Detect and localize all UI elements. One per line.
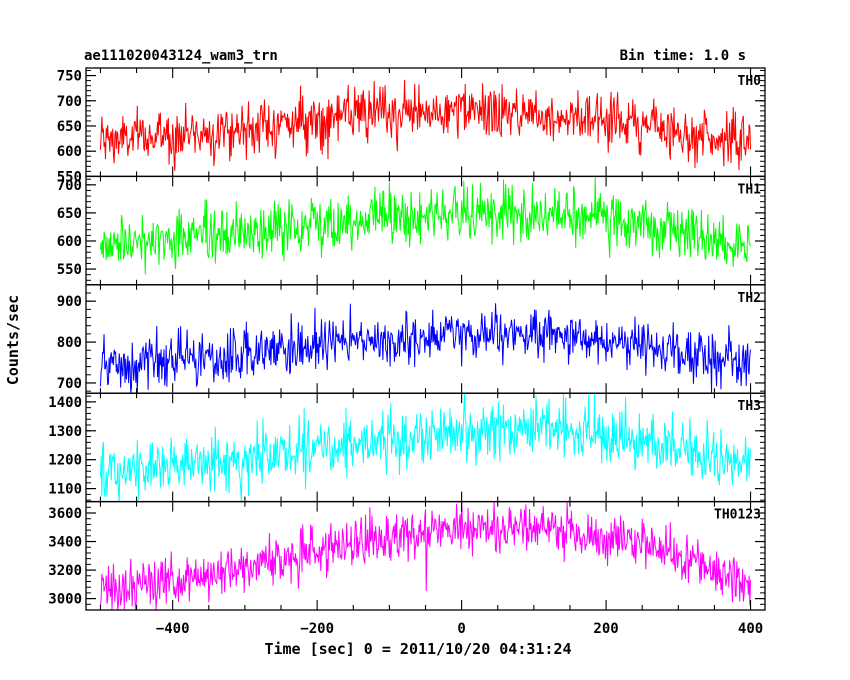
y-tick-label-th0: 750 (57, 69, 82, 85)
y-tick-label-th0123: 3600 (48, 506, 82, 522)
y-tick-label-th0: 650 (57, 119, 82, 135)
panel-label-th2: TH2 (738, 291, 761, 306)
series-line-th2 (99, 303, 752, 394)
y-tick-label-th0: 550 (57, 169, 82, 185)
y-tick-label-th1: 700 (57, 178, 82, 194)
y-tick-label-th2: 800 (57, 335, 82, 351)
bin-time-label: Bin time: 1.0 s (620, 48, 746, 64)
x-axis-title: Time [sec] 0 = 2011/10/20 04:31:24 (264, 640, 571, 658)
x-tick-label: 400 (738, 621, 763, 637)
panel-label-th0: TH0 (738, 74, 762, 89)
y-tick-label-th1: 600 (57, 234, 82, 250)
panel-label-th3: TH3 (738, 399, 761, 414)
y-tick-label-th2: 700 (57, 376, 82, 392)
y-tick-label-th1: 650 (57, 206, 82, 222)
x-tick-label: 200 (593, 621, 618, 637)
panel-th1: 550 600 650 700 TH1 (57, 175, 766, 286)
series-line-th0123 (99, 501, 752, 611)
y-tick-label-th0: 700 (57, 94, 82, 110)
y-tick-label-th3: 1100 (48, 482, 82, 498)
y-tick-label-th3: 1200 (48, 453, 82, 469)
chart-title: ae111020043124_wam3_trn (84, 48, 278, 64)
y-tick-label-th1: 550 (57, 262, 82, 278)
panel-label-th0123: TH0123 (714, 508, 761, 523)
y-tick-label-th3: 1300 (48, 424, 82, 440)
y-tick-label-th0123: 3200 (48, 563, 82, 579)
panel-label-th1: TH1 (738, 182, 762, 197)
panel-th0123: 3000 3200 3400 3600 TH0123 (48, 500, 766, 611)
panel-frame-th0 (85, 67, 766, 178)
series-line-th0 (99, 79, 752, 171)
y-axis-title: Counts/sec (4, 295, 22, 385)
series-line-th1 (99, 176, 752, 275)
panel-th0: 550 600 650 700 750 TH0 (57, 67, 766, 185)
y-tick-label-th0123: 3000 (48, 592, 82, 608)
x-tick-label: 0 (457, 621, 465, 637)
x-tick-label: −200 (300, 621, 334, 637)
panels-group: 550 600 650 700 750 TH0 550 600 650 700 TH1 700 800 9… (48, 67, 766, 611)
y-tick-label-th3: 1400 (48, 395, 82, 411)
panel-th3: 1100 1200 1300 1400 TH3 (48, 392, 766, 503)
panel-th2: 700 800 900 TH2 (57, 284, 766, 394)
y-tick-label-th2: 900 (57, 294, 82, 310)
x-tick-label: −400 (156, 621, 190, 637)
series-line-th3 (99, 393, 752, 502)
y-tick-label-th0: 600 (57, 144, 82, 160)
y-tick-label-th0123: 3400 (48, 535, 82, 551)
